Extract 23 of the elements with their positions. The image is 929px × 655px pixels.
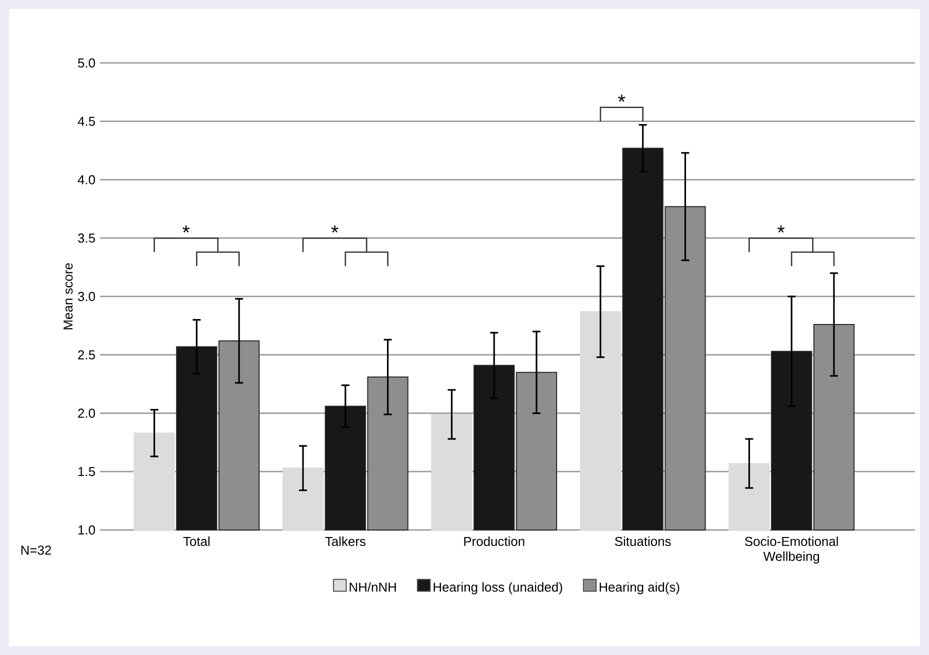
y-tick-label: 3.5	[78, 234, 95, 243]
y-axis-title: Mean score	[64, 263, 73, 330]
legend-label: Hearing aid(s)	[600, 582, 680, 594]
y-tick-label: 1.0	[78, 525, 95, 535]
y-tick-label: 5.0	[78, 58, 95, 68]
x-tick-label: Talkers	[325, 536, 366, 546]
text: N=32	[21, 546, 51, 555]
y-tick-label: 1.5	[78, 467, 95, 476]
x-tick-label: Total	[183, 536, 210, 546]
y-tick-label: 2.5	[78, 350, 95, 360]
x-tick-label: Situations	[615, 536, 671, 546]
annotation: *	[777, 226, 785, 233]
legend-label: NH/nNH	[350, 582, 396, 592]
legend-label: Hearing loss (unaided)	[434, 582, 562, 594]
y-tick-label: 4.0	[78, 175, 95, 184]
x-tick-label: Production	[464, 536, 524, 546]
annotation: *	[331, 226, 338, 233]
y-tick-label: 3.0	[78, 292, 95, 302]
annotation: *	[182, 226, 190, 233]
y-tick-label: 4.5	[78, 116, 95, 126]
y-tick-label: 2.0	[78, 408, 95, 418]
annotation: *	[618, 94, 626, 102]
x-tick-label: Socio-Emotional Wellbeing	[745, 536, 838, 564]
